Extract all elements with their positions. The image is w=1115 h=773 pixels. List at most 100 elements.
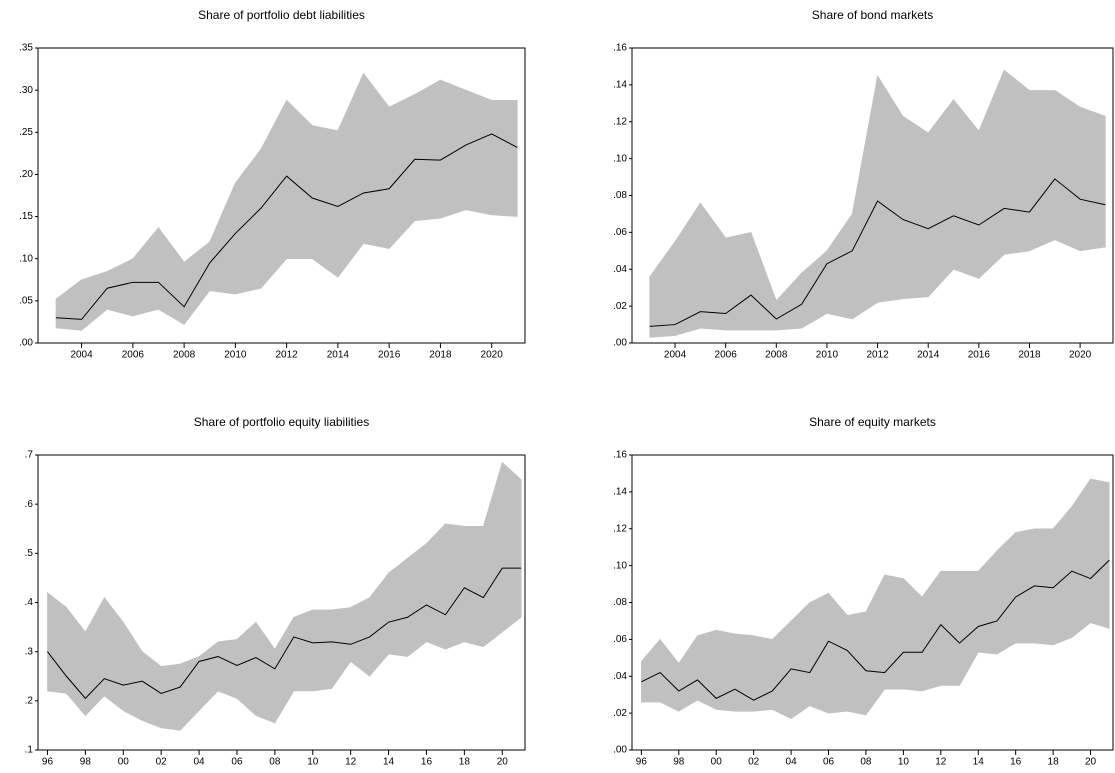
y-tick-label: .3 <box>25 646 34 657</box>
x-tick-label: 98 <box>80 757 92 768</box>
band-segment <box>953 98 980 279</box>
y-tick-label: .08 <box>613 190 627 201</box>
y-tick-label: .15 <box>19 211 33 222</box>
band-segment <box>388 557 408 657</box>
y-tick-label: .16 <box>613 450 627 461</box>
y-tick-label: .6 <box>25 499 34 510</box>
band-segment <box>903 577 923 692</box>
band-segment <box>927 98 954 298</box>
x-tick-label: 08 <box>860 757 872 768</box>
y-tick-label: .1 <box>25 745 34 756</box>
band-segment <box>715 629 736 712</box>
band-segment <box>350 597 370 677</box>
x-tick-label: 2010 <box>224 350 247 361</box>
y-tick-label: .25 <box>19 127 33 138</box>
band-segment <box>414 79 441 222</box>
band-segment <box>734 633 754 712</box>
band-segment <box>236 621 257 717</box>
x-tick-label: 98 <box>673 757 685 768</box>
panel: Share of bond markets .00 .02 .04 .06 .08 .10.… <box>613 8 1114 361</box>
band-segment <box>235 148 262 295</box>
band-segment <box>104 596 124 712</box>
y-tick-label: .02 <box>613 301 627 312</box>
band-segment <box>996 531 1016 655</box>
band-segment <box>445 523 465 650</box>
y-tick-label: .00 <box>613 338 627 349</box>
x-tick-label: 10 <box>898 757 910 768</box>
y-tick-label: .12 <box>613 116 627 127</box>
plot-frame <box>37 47 526 344</box>
x-tick-label: 10 <box>307 757 319 768</box>
y-tick-label: .7 <box>25 450 34 461</box>
x-tick-label: 20 <box>1085 757 1097 768</box>
band-segment <box>388 93 416 250</box>
band-segment <box>198 641 219 712</box>
band-segment <box>809 592 829 714</box>
band-segment <box>464 525 484 648</box>
x-tick-label: 2016 <box>968 350 991 361</box>
x-tick-label: 14 <box>383 757 395 768</box>
y-tick-label: .35 <box>19 43 33 54</box>
y-tick-label: .4 <box>25 597 34 608</box>
x-tick-label: 2020 <box>481 350 504 361</box>
band-segment <box>179 656 200 732</box>
band-segment <box>775 272 802 331</box>
band-segment <box>674 201 701 337</box>
x-tick-label: 06 <box>823 757 835 768</box>
x-tick-label: 2016 <box>378 350 401 361</box>
band-segment <box>1052 505 1073 646</box>
band-segment <box>700 201 726 331</box>
x-tick-label: 02 <box>156 757 168 768</box>
y-tick-label: .06 <box>613 227 627 238</box>
x-tick-label: 16 <box>1010 757 1022 768</box>
band-segment <box>440 79 467 219</box>
y-tick-label: .12 <box>613 523 627 534</box>
band-segment <box>877 74 904 303</box>
band-segment <box>160 663 181 731</box>
x-tick-label: 18 <box>459 757 471 768</box>
band-segment <box>483 462 503 648</box>
band-segment <box>274 616 295 725</box>
x-tick-label: 12 <box>935 757 947 768</box>
panel: Share of portfolio equity liabilities .1.… <box>25 415 526 768</box>
x-tick-label: 2018 <box>429 350 452 361</box>
band-segment <box>122 621 143 721</box>
band-segment <box>697 629 717 710</box>
panel-title: Share of equity markets <box>809 415 936 429</box>
mean-line <box>55 133 518 320</box>
band-segment <box>501 461 522 633</box>
x-tick-label: 2008 <box>765 350 788 361</box>
y-tick-label: .14 <box>613 80 627 91</box>
band-segment <box>363 72 390 249</box>
band-segment <box>81 270 108 331</box>
band-segment <box>1029 90 1056 252</box>
x-tick-label: 12 <box>345 757 357 768</box>
band-segment <box>828 592 848 714</box>
band-segment <box>649 240 676 338</box>
y-tick-label: .5 <box>25 548 34 559</box>
x-tick-label: 2014 <box>917 350 940 361</box>
band-segment <box>1090 478 1110 629</box>
band-segment <box>801 250 828 329</box>
band-segment <box>132 226 159 317</box>
y-tick-label: .2 <box>25 695 34 706</box>
y-tick-label: .02 <box>613 708 627 719</box>
band-segment <box>902 115 929 300</box>
mean-line <box>649 178 1106 327</box>
band-segment <box>55 279 82 331</box>
band-segment <box>790 601 811 720</box>
band-segment <box>293 609 314 692</box>
band-segment <box>47 592 67 694</box>
y-tick-label: .00 <box>613 745 627 756</box>
x-tick-label: 04 <box>786 757 798 768</box>
band-segment <box>725 232 752 331</box>
band-segment <box>772 620 792 720</box>
band-segment <box>311 125 339 278</box>
band-segment <box>407 542 427 658</box>
x-tick-label: 2020 <box>1069 350 1092 361</box>
band-segment <box>753 635 773 712</box>
x-tick-label: 2004 <box>664 350 687 361</box>
x-tick-label: 02 <box>748 757 760 768</box>
band-segment <box>255 621 276 724</box>
